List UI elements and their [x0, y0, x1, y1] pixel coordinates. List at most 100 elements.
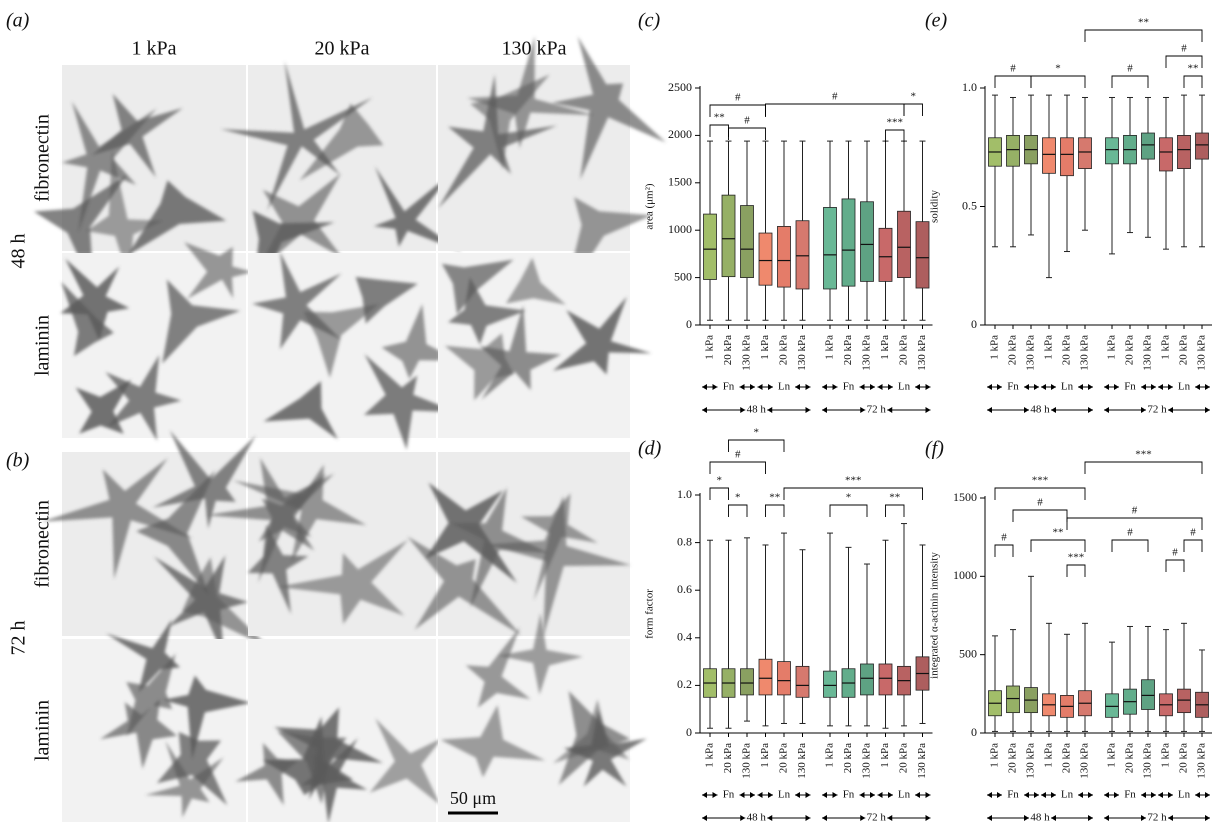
significance-label: *** — [845, 475, 862, 487]
significance-label: # — [1190, 527, 1196, 539]
period-label: 72 h — [867, 812, 887, 822]
x-tick-label: 130 kPa — [1079, 743, 1091, 779]
significance-label: *** — [1135, 449, 1152, 461]
micrograph-background — [248, 639, 436, 822]
group-label: Fn — [1124, 381, 1136, 393]
significance-label: * — [754, 427, 760, 439]
box — [796, 221, 809, 289]
x-tick-label: 130 kPa — [861, 743, 873, 779]
x-tick-label: 1 kPa — [759, 743, 771, 768]
y-axis-label: solidity — [929, 190, 941, 224]
box — [1043, 138, 1056, 174]
y-tick-label: 1500 — [953, 490, 977, 504]
significance-bracket — [1166, 560, 1184, 572]
group-label: Ln — [1061, 381, 1074, 393]
group-label: Ln — [778, 381, 791, 393]
box — [824, 207, 837, 289]
significance-bracket — [830, 505, 867, 517]
micrograph — [235, 639, 442, 822]
panel-label: (e) — [925, 10, 948, 32]
row-label: fibronectin — [32, 114, 54, 202]
scale-bar-label: 50 μm — [450, 788, 496, 808]
figure: 1 kPa20 kPa130 kPa(a)48 hfibronectinlami… — [0, 0, 1214, 822]
period-label: 48 h — [747, 812, 767, 822]
significance-label: ** — [1053, 527, 1064, 539]
significance-label: # — [1181, 43, 1187, 55]
box — [722, 195, 735, 277]
significance-bracket — [1184, 76, 1202, 88]
y-tick-label: 0.2 — [677, 677, 692, 691]
box — [1007, 686, 1020, 713]
significance-label: # — [1127, 63, 1133, 75]
significance-label: *** — [1068, 552, 1085, 564]
x-tick-label: 20 kPa — [1007, 743, 1019, 773]
column-label: 130 kPa — [502, 38, 567, 60]
x-tick-label: 20 kPa — [778, 335, 790, 365]
period-label: 48 h — [747, 404, 767, 416]
box — [879, 664, 892, 695]
y-tick-label: 0 — [971, 725, 977, 739]
x-tick-label: 130 kPa — [1142, 743, 1154, 779]
significance-bracket — [710, 125, 729, 137]
x-tick-label: 130 kPa — [1025, 743, 1037, 779]
y-tick-label: 2500 — [668, 80, 692, 94]
x-tick-label: 1 kPa — [704, 743, 716, 768]
significance-label: ** — [1138, 17, 1149, 29]
significance-bracket — [784, 488, 923, 500]
period-label: 72 h — [1147, 812, 1167, 822]
x-tick-label: 20 kPa — [1061, 335, 1073, 365]
box — [824, 671, 837, 697]
box — [916, 222, 929, 288]
panel-label: (d) — [638, 438, 662, 460]
x-tick-label: 130 kPa — [1196, 743, 1208, 779]
significance-bracket — [886, 130, 905, 142]
micrograph — [438, 253, 652, 438]
box-plot: (d)00.20.40.60.81.0form factor1 kPa20 kP… — [638, 427, 933, 822]
x-tick-label: 20 kPa — [898, 335, 910, 365]
significance-label: ** — [714, 112, 725, 124]
box — [1196, 133, 1209, 159]
box — [759, 659, 772, 695]
significance-bracket — [710, 462, 766, 474]
x-tick-label: 130 kPa — [916, 743, 928, 779]
group-label: Ln — [1178, 789, 1191, 801]
significance-bracket — [1031, 540, 1085, 552]
y-tick-label: 500 — [959, 646, 977, 660]
x-tick-label: 1 kPa — [1043, 743, 1055, 768]
significance-label: # — [1010, 63, 1016, 75]
period-label: 72 h — [867, 404, 887, 416]
x-tick-label: 20 kPa — [1007, 335, 1019, 365]
x-tick-label: 20 kPa — [1124, 743, 1136, 773]
x-tick-label: 20 kPa — [722, 743, 734, 773]
column-label: 1 kPa — [132, 38, 177, 60]
significance-label: ** — [889, 492, 900, 504]
group-label: Ln — [1178, 381, 1191, 393]
significance-bracket — [1085, 462, 1202, 474]
group-label: Fn — [843, 381, 855, 393]
x-tick-label: 1 kPa — [1160, 743, 1172, 768]
x-tick-label: 1 kPa — [879, 743, 891, 768]
x-tick-label: 20 kPa — [778, 743, 790, 773]
box — [1106, 694, 1119, 718]
box — [1061, 138, 1074, 176]
y-tick-label: 0.6 — [677, 582, 692, 596]
x-tick-label: 130 kPa — [861, 335, 873, 371]
x-tick-label: 1 kPa — [704, 335, 716, 360]
box — [778, 226, 791, 287]
x-tick-label: 20 kPa — [1061, 743, 1073, 773]
x-tick-label: 130 kPa — [1142, 335, 1154, 371]
box — [778, 662, 791, 695]
y-tick-label: 1000 — [668, 222, 692, 236]
box — [1178, 135, 1191, 168]
significance-label: # — [1172, 547, 1178, 559]
x-tick-label: 130 kPa — [1025, 335, 1037, 371]
significance-label: ** — [769, 492, 780, 504]
box — [741, 669, 754, 695]
significance-bracket — [766, 505, 785, 517]
x-tick-label: 20 kPa — [898, 743, 910, 773]
x-tick-label: 20 kPa — [1178, 335, 1190, 365]
x-tick-label: 20 kPa — [842, 335, 854, 365]
box — [842, 199, 855, 286]
